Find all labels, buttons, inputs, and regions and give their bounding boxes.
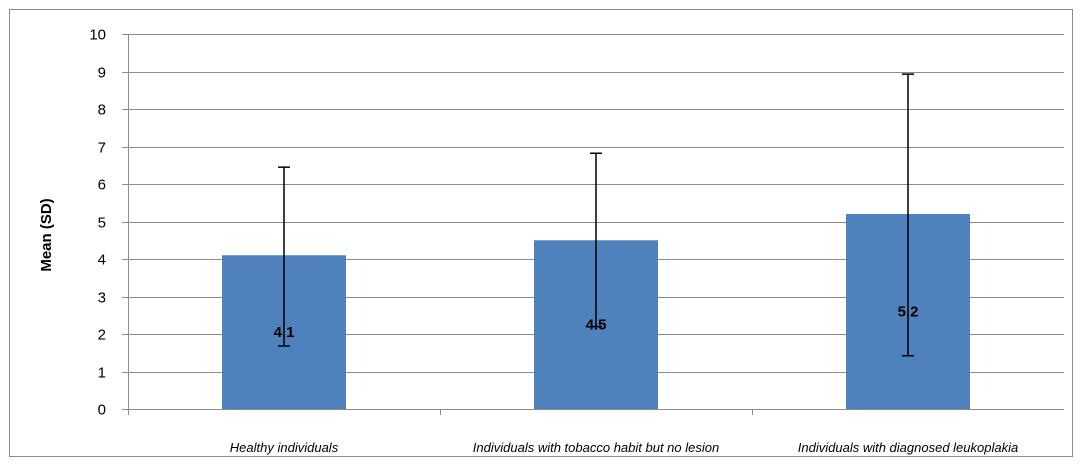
- data-label: 4.1: [274, 324, 295, 341]
- y-tick-label: 3: [98, 290, 106, 307]
- axes: 0 1 2 3 4 5 6 7 8 9 10 Healthy individuals Individua…: [89, 27, 1064, 455]
- y-tick-label: 8: [98, 102, 106, 119]
- y-tick-label: 1: [98, 365, 106, 382]
- y-axis-title: Mean (SD): [38, 198, 55, 271]
- x-category-label: Healthy individuals: [230, 440, 339, 455]
- y-tick-label: 0: [98, 402, 106, 419]
- y-tick-label: 10: [89, 27, 106, 44]
- y-tick-label: 5: [98, 215, 106, 232]
- x-category-label: Individuals with tobacco habit but no le…: [473, 440, 719, 455]
- data-label: 4.5: [586, 317, 607, 334]
- y-tick-label: 4: [98, 252, 106, 269]
- x-category-label: Individuals with diagnosed leukoplakia: [798, 440, 1018, 455]
- y-tick-label: 9: [98, 65, 106, 82]
- error-bars: [278, 73, 914, 357]
- data-labels: 4.1 4.5 5.2: [274, 304, 919, 342]
- data-label: 5.2: [898, 304, 919, 321]
- y-tick-label: 6: [98, 177, 106, 194]
- y-tick-label: 7: [98, 140, 106, 157]
- y-tick-label: 2: [98, 327, 106, 344]
